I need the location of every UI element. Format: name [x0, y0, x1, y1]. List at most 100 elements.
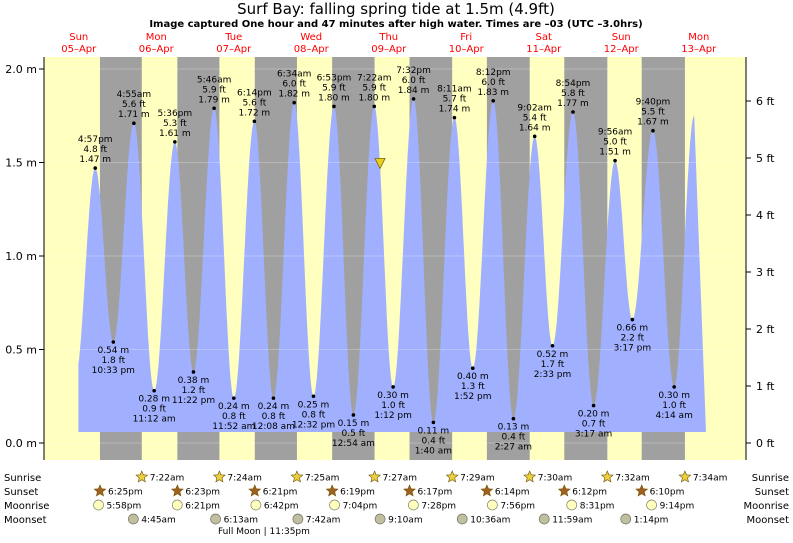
- low-tide-label: 12:08 am: [252, 422, 295, 432]
- high-tide-label: 6:34am: [277, 70, 312, 80]
- high-tide-label: 1.47 m: [79, 155, 111, 165]
- moonrise-icon: [487, 499, 498, 511]
- sunset-time: 6:12pm: [572, 488, 607, 498]
- moonrise-icon: [329, 499, 340, 511]
- moonrise-icon: [93, 499, 104, 511]
- row-label-right: Sunset: [755, 487, 789, 498]
- y-tick-label-m: 1.0 m: [5, 250, 37, 263]
- y-tick-label-ft: 3 ft: [756, 266, 775, 279]
- high-tide-label: 9:56am: [598, 128, 633, 138]
- sunrise-time: 7:30am: [538, 474, 573, 484]
- low-tide-label: 2.2 ft: [620, 334, 644, 344]
- low-tide-label: 11:12 am: [133, 415, 176, 425]
- row-label-right: Moonrise: [744, 501, 789, 512]
- moonset-time: 7:42am: [306, 516, 341, 526]
- low-tide-label: 0.66 m: [617, 324, 649, 334]
- moonset-icon: [456, 513, 468, 525]
- y-tick-label-m: 0.0 m: [5, 437, 37, 450]
- sunrise-icon: [678, 470, 692, 483]
- moonset-icon: [374, 513, 386, 525]
- low-tide-label: 0.5 ft: [342, 429, 366, 439]
- high-tide-label: 5.8 ft: [561, 89, 585, 99]
- high-tide-label: 1.77 m: [557, 99, 589, 109]
- tide-point: [232, 396, 236, 400]
- low-tide-label: 11:52 am: [212, 422, 255, 432]
- tide-point: [630, 317, 635, 322]
- high-tide-label: 8:54pm: [556, 79, 591, 89]
- day-name: Thu: [378, 32, 398, 43]
- tide-point: [372, 104, 377, 109]
- high-tide-label: 5.9 ft: [362, 83, 386, 93]
- high-tide-label: 1.71 m: [118, 110, 150, 120]
- low-tide-label: 1.0 ft: [662, 401, 686, 411]
- high-tide-label: 9:40pm: [636, 98, 671, 108]
- tide-point: [491, 98, 496, 103]
- sunrise-icon: [600, 470, 614, 483]
- sunset-time: 6:21pm: [263, 488, 298, 498]
- moonrise-time: 6:42pm: [264, 502, 299, 512]
- high-tide-label: 5.5 ft: [641, 108, 665, 118]
- tide-point: [411, 97, 416, 101]
- full-moon-label: Full Moon | 11:35pm: [218, 527, 310, 537]
- low-tide-label: 1.8 ft: [101, 356, 125, 366]
- tide-point: [191, 370, 196, 374]
- day-date: 13–Apr: [681, 44, 717, 55]
- moonrise-time: 9:14pm: [660, 502, 695, 512]
- high-tide-label: 5.9 ft: [322, 83, 346, 93]
- high-tide-label: 1.74 m: [439, 105, 471, 115]
- astro-rows: Sunrise Sunrise Sunset Sunset Moonrise Moonri…: [4, 470, 789, 537]
- row-label-left: Moonset: [4, 515, 47, 526]
- y-tick-label-ft: 4 ft: [756, 209, 775, 222]
- sunrise-icon: [523, 470, 537, 483]
- tide-point: [452, 115, 457, 120]
- high-tide-label: 1.67 m: [637, 118, 669, 128]
- low-tide-label: 0.8 ft: [262, 412, 286, 422]
- left-axis: 0.0 m 0.5 m 1.0 m 1.5 m 2.0 m: [5, 57, 45, 460]
- tide-point: [271, 396, 276, 400]
- tide-point: [132, 121, 136, 126]
- low-tide-label: 1:12 pm: [374, 411, 412, 421]
- high-tide-label: 1.82 m: [278, 90, 310, 100]
- tide-point: [351, 413, 356, 417]
- row-label-left: Sunset: [4, 487, 38, 498]
- high-tide-label: 1.72 m: [239, 108, 271, 118]
- moonset-time: 1:14pm: [634, 516, 669, 526]
- low-tide-label: 1:52 pm: [454, 392, 492, 402]
- tide-curve: [78, 98, 706, 433]
- tide-point: [173, 140, 177, 144]
- high-tide-label: 4:55am: [117, 90, 152, 100]
- sunrise-icon: [290, 470, 304, 483]
- tide-point: [311, 394, 316, 399]
- current-tide-marker: [374, 158, 386, 170]
- moonset-icon: [292, 513, 304, 525]
- low-tide-label: 0.13 m: [498, 423, 530, 433]
- row-label-left: Sunrise: [4, 473, 41, 484]
- low-tide-label: 12:32 pm: [292, 420, 335, 430]
- sunset-time: 6:25pm: [108, 488, 143, 498]
- tide-point: [212, 106, 216, 111]
- sunrise-time: 7:29am: [460, 474, 495, 484]
- high-tide-label: 5.6 ft: [122, 100, 146, 110]
- sunset-icon: [93, 484, 107, 497]
- day-labels: Sun05–AprMon06–AprTue07–AprWed08–AprThu0…: [61, 32, 717, 55]
- y-tick-label-ft: 6 ft: [756, 95, 775, 108]
- tide-point: [252, 119, 257, 124]
- moonset-icon: [620, 513, 632, 525]
- high-tide-label: 7:22am: [357, 73, 392, 83]
- right-axis: 0 ft 1 ft 2 ft 3 ft 4 ft 5 ft 6 ft: [745, 57, 775, 460]
- sunrise-time: 7:24am: [227, 474, 261, 484]
- low-tide-label: 3:17 pm: [614, 344, 652, 354]
- high-tide-label: 1.79 m: [198, 95, 230, 105]
- day-date: 12–Apr: [604, 44, 640, 55]
- tide-point: [672, 385, 676, 389]
- y-tick-label-m: 0.5 m: [5, 344, 37, 357]
- tide-point: [93, 166, 98, 170]
- high-tide-label: 9:02am: [517, 103, 552, 113]
- low-tide-label: 0.30 m: [658, 391, 690, 401]
- high-tide-label: 6.0 ft: [481, 78, 505, 88]
- low-tide-label: 2:33 pm: [534, 370, 572, 380]
- tide-point: [152, 388, 156, 393]
- high-tide-label: 4:57pm: [78, 135, 113, 145]
- tide-area: [78, 98, 706, 433]
